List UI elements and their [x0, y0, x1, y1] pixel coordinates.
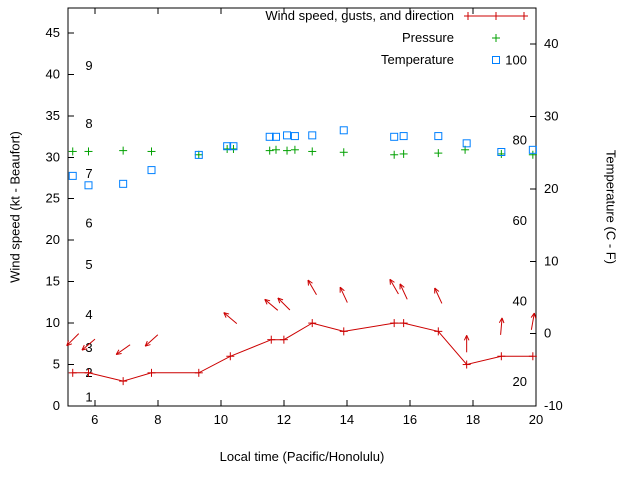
svg-text:15: 15 — [46, 274, 60, 289]
svg-text:6: 6 — [85, 216, 92, 231]
svg-text:4: 4 — [85, 307, 92, 322]
svg-text:20: 20 — [513, 374, 527, 389]
legend-label-temperature: Temperature — [381, 52, 454, 67]
svg-text:45: 45 — [46, 25, 60, 40]
svg-text:7: 7 — [85, 166, 92, 181]
svg-text:35: 35 — [46, 108, 60, 123]
svg-text:0: 0 — [53, 398, 60, 413]
svg-text:80: 80 — [513, 133, 527, 148]
svg-text:100: 100 — [505, 52, 527, 67]
svg-text:30: 30 — [46, 149, 60, 164]
svg-text:20: 20 — [544, 181, 558, 196]
svg-text:6: 6 — [91, 412, 98, 427]
svg-text:10: 10 — [214, 412, 228, 427]
svg-text:40: 40 — [513, 293, 527, 308]
x-axis-label: Local time (Pacific/Honolulu) — [219, 449, 385, 464]
legend-item-wind: Wind speed, gusts, and direction — [265, 7, 528, 24]
svg-text:14: 14 — [340, 412, 354, 427]
svg-text:5: 5 — [85, 257, 92, 272]
svg-text:5: 5 — [53, 357, 60, 372]
y-axis-label-right: Temperature (C - F) — [603, 149, 619, 265]
svg-text:16: 16 — [403, 412, 417, 427]
svg-text:60: 60 — [513, 213, 527, 228]
svg-text:10: 10 — [544, 253, 558, 268]
svg-text:40: 40 — [46, 66, 60, 81]
svg-text:1: 1 — [85, 390, 92, 405]
svg-text:20: 20 — [46, 232, 60, 247]
legend-label-wind: Wind speed, gusts, and direction — [265, 8, 454, 23]
legend-item-pressure: Pressure — [402, 29, 528, 46]
svg-text:30: 30 — [544, 109, 558, 124]
svg-text:8: 8 — [85, 116, 92, 131]
svg-text:8: 8 — [154, 412, 161, 427]
svg-text:0: 0 — [544, 326, 551, 341]
svg-text:12: 12 — [277, 412, 291, 427]
legend: Wind speed, gusts, and direction Pressur… — [265, 7, 528, 68]
svg-text:-10: -10 — [544, 398, 563, 413]
svg-text:9: 9 — [85, 58, 92, 73]
svg-text:10: 10 — [46, 315, 60, 330]
y-axis-label-left: Wind speed (kt - Beaufort) — [7, 131, 23, 283]
legend-sample-pressure-icon — [492, 33, 500, 42]
svg-text:3: 3 — [85, 340, 92, 355]
legend-sample-temperature-icon — [492, 55, 500, 64]
svg-text:18: 18 — [466, 412, 480, 427]
svg-text:40: 40 — [544, 36, 558, 51]
legend-label-pressure: Pressure — [401, 30, 454, 45]
legend-sample-wind-icon — [464, 11, 528, 20]
legend-item-temperature: Temperature — [381, 51, 528, 68]
svg-text:20: 20 — [529, 412, 543, 427]
svg-text:25: 25 — [46, 191, 60, 206]
